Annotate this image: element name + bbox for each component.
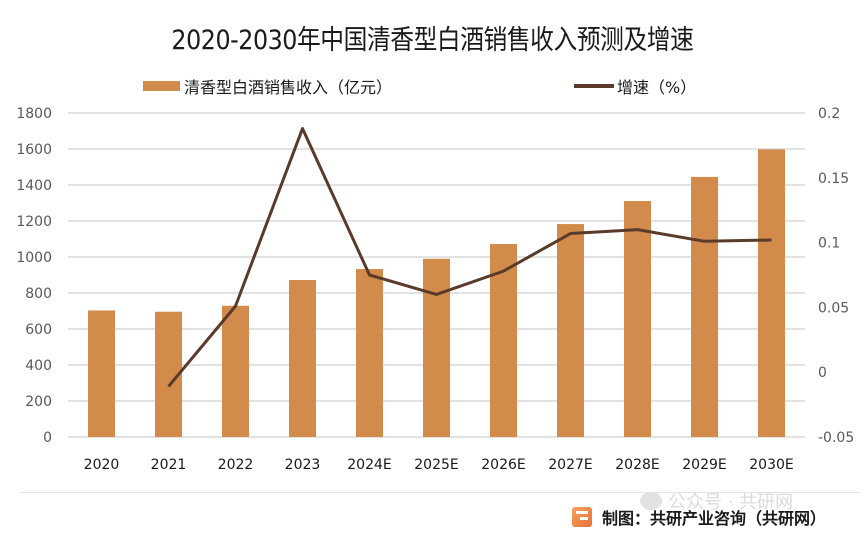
bar-2028E: [624, 201, 651, 437]
bar-2024E: [356, 269, 383, 437]
legend-item-revenue: 清香型白酒销售收入（亿元）: [143, 74, 392, 98]
x-tick-label: 2021: [151, 457, 187, 473]
x-tick-label: 2020: [84, 457, 120, 473]
bar-2022: [222, 305, 249, 437]
x-tick-label: 2023: [285, 457, 321, 473]
gridlines: [68, 112, 805, 438]
gongyan-logo-icon: [572, 507, 592, 527]
x-tick-label: 2026E: [481, 457, 525, 473]
left-tick-label: 800: [25, 286, 52, 302]
left-axis-ticks: 0 200 400 600 800 1000 1200 1400 1600 1800: [16, 106, 52, 446]
right-tick-label: 0.1: [818, 236, 840, 252]
right-tick-label: -0.05: [818, 430, 854, 446]
x-tick-label: 2027E: [548, 457, 592, 473]
right-tick-label: 0: [818, 365, 827, 381]
x-tick-label: 2028E: [615, 457, 659, 473]
left-tick-label: 400: [25, 358, 52, 374]
bar-2023: [289, 280, 316, 437]
watermark-text: 公众号 · 共研网: [668, 492, 794, 513]
x-axis-labels: 2020 2021 2022 2023 2024E 2025E 2026E 2027E 2028…: [84, 457, 794, 473]
wechat-icon: [640, 492, 662, 510]
x-tick-label: 2030E: [749, 457, 793, 473]
bar-2026E: [490, 244, 517, 437]
right-tick-label: 0.05: [818, 300, 849, 316]
left-tick-label: 200: [25, 394, 52, 410]
chart-plot: 0 200 400 600 800 1000 1200 1400 1600 1800 -0.05 0…: [16, 106, 854, 473]
bar-2027E: [557, 224, 584, 437]
left-tick-label: 0: [43, 430, 52, 446]
right-axis-ticks: -0.05 0 0.05 0.1 0.15 0.2: [818, 106, 854, 446]
growth-line-series: [167, 127, 772, 388]
legend-line-swatch: [574, 84, 614, 88]
right-tick-label: 0.15: [818, 171, 849, 187]
legend-bar-swatch: [143, 81, 180, 91]
growth-line: [167, 127, 772, 388]
left-tick-label: 1600: [16, 142, 52, 158]
x-tick-label: 2029E: [682, 457, 726, 473]
source-credit: 制图：共研产业咨询（共研网）: [572, 505, 826, 529]
bar-2029E: [691, 176, 718, 437]
bar-2030E: [758, 149, 785, 438]
x-tick-label: 2022: [218, 457, 254, 473]
legend-label-revenue: 清香型白酒销售收入（亿元）: [184, 78, 393, 97]
wechat-watermark: 公众号 · 共研网: [640, 488, 793, 514]
chart-title: 2020-2030年中国清香型白酒销售收入预测及增速: [171, 25, 694, 56]
footer-divider: [20, 492, 860, 493]
left-tick-label: 1000: [16, 250, 52, 266]
left-tick-label: 1200: [16, 214, 52, 230]
x-tick-label: 2024E: [347, 457, 391, 473]
x-tick-label: 2025E: [414, 457, 458, 473]
bar-2025E: [423, 258, 450, 437]
legend-label-growth: 增速（%）: [617, 78, 697, 97]
revenue-bars: [88, 149, 785, 438]
left-tick-label: 1400: [16, 178, 52, 194]
left-tick-label: 1800: [16, 106, 52, 122]
source-text: 制图：共研产业咨询（共研网）: [602, 509, 827, 528]
bar-2020: [88, 310, 115, 437]
legend-item-growth: 增速（%）: [574, 74, 696, 98]
right-tick-label: 0.2: [818, 106, 840, 122]
left-tick-label: 600: [25, 322, 52, 338]
